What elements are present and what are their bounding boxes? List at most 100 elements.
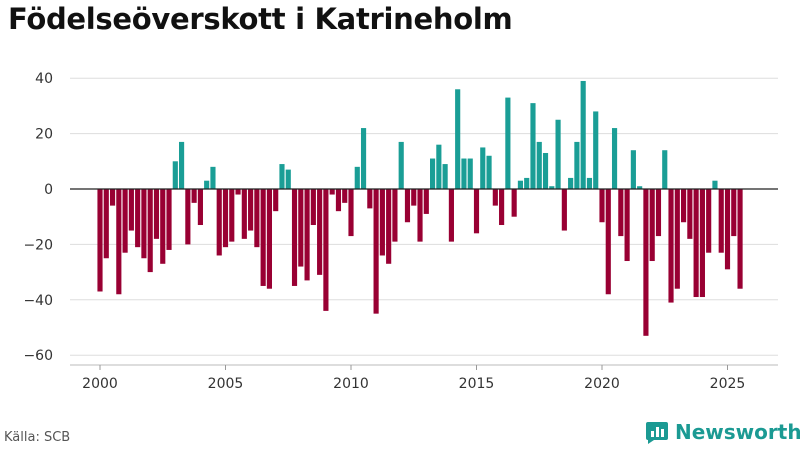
newsworthy-logo[interactable]: Newsworthy	[645, 420, 800, 444]
bar	[674, 189, 680, 289]
y-tick-label: −60	[23, 348, 53, 364]
bar	[153, 189, 160, 239]
bar	[618, 189, 624, 237]
bar	[536, 141, 542, 189]
bar	[210, 166, 216, 189]
bar	[109, 189, 116, 206]
source-label: Källa: SCB	[4, 430, 71, 445]
bar	[147, 189, 153, 273]
bar	[605, 189, 611, 295]
bar	[229, 189, 235, 242]
bar	[448, 189, 454, 242]
bar	[122, 189, 128, 253]
bar	[580, 80, 586, 189]
bar	[599, 189, 605, 223]
bar	[197, 189, 203, 226]
bar	[718, 189, 724, 253]
bar	[179, 141, 185, 189]
bar	[128, 189, 134, 231]
bar	[561, 189, 567, 231]
bar	[461, 158, 467, 189]
bar	[317, 189, 323, 275]
bar	[291, 189, 298, 286]
bar	[436, 144, 442, 189]
bar	[624, 189, 630, 262]
bar	[467, 158, 473, 189]
bar	[398, 141, 404, 189]
y-tick-label: 0	[44, 182, 53, 198]
bar	[266, 189, 272, 289]
bar	[712, 180, 718, 189]
x-tick-label: 2020	[584, 376, 620, 392]
bar	[254, 189, 260, 248]
bar	[499, 189, 505, 226]
x-axis: 2000 2005 2010 2015 2020 2025	[70, 364, 778, 392]
bar	[492, 189, 498, 206]
bar	[116, 189, 122, 295]
bar	[505, 97, 511, 189]
bar	[643, 189, 649, 336]
bar	[204, 180, 210, 189]
bar	[216, 189, 222, 256]
bar	[235, 189, 241, 195]
bar	[455, 89, 461, 189]
y-axis-labels: 40 20 0 −20 −40 −60	[23, 71, 53, 364]
x-tick-label: 2000	[82, 376, 118, 392]
bar	[681, 189, 687, 223]
bar	[379, 189, 385, 256]
y-tick-label: −40	[23, 293, 53, 309]
bar	[367, 189, 373, 209]
bar	[260, 189, 266, 286]
bar	[724, 189, 731, 270]
bar	[279, 164, 285, 189]
bar	[668, 189, 674, 303]
bar	[304, 189, 310, 281]
bar	[335, 189, 342, 212]
bar	[611, 128, 618, 189]
bar	[417, 189, 423, 242]
bar	[430, 158, 436, 189]
bar	[517, 180, 523, 189]
bar	[586, 177, 593, 189]
bar	[568, 177, 574, 189]
bar-chart-icon	[646, 422, 668, 444]
bar-series	[97, 80, 743, 336]
bar	[191, 189, 197, 203]
bar	[354, 166, 360, 189]
x-tick-label: 2025	[710, 376, 746, 392]
bar	[524, 177, 530, 189]
bar	[323, 189, 329, 311]
bar	[442, 164, 448, 189]
bar	[97, 189, 103, 292]
bar	[662, 150, 668, 189]
bar	[298, 189, 304, 267]
y-tick-label: −20	[23, 237, 53, 253]
bar	[360, 128, 367, 189]
bar	[549, 186, 555, 189]
bar	[423, 189, 429, 214]
chart-title: Födelseöverskott i Katrineholm	[8, 2, 513, 36]
bar	[411, 189, 417, 206]
bar	[511, 189, 517, 217]
bar	[655, 189, 662, 237]
brand-name: Newsworthy	[675, 420, 800, 444]
bar	[166, 189, 172, 250]
bar	[310, 189, 316, 226]
bar	[222, 189, 229, 248]
bar	[731, 189, 737, 237]
y-tick-label: 40	[35, 71, 53, 87]
bar	[348, 189, 354, 237]
bar	[135, 189, 141, 248]
bar	[392, 189, 398, 242]
bar	[172, 161, 178, 189]
bar	[141, 189, 147, 259]
bar	[342, 189, 348, 203]
bar	[473, 189, 480, 234]
bar	[542, 152, 549, 189]
x-tick-label: 2005	[208, 376, 244, 392]
bar	[103, 189, 109, 259]
bar	[373, 189, 379, 314]
bar	[687, 189, 693, 239]
bar	[480, 147, 486, 189]
